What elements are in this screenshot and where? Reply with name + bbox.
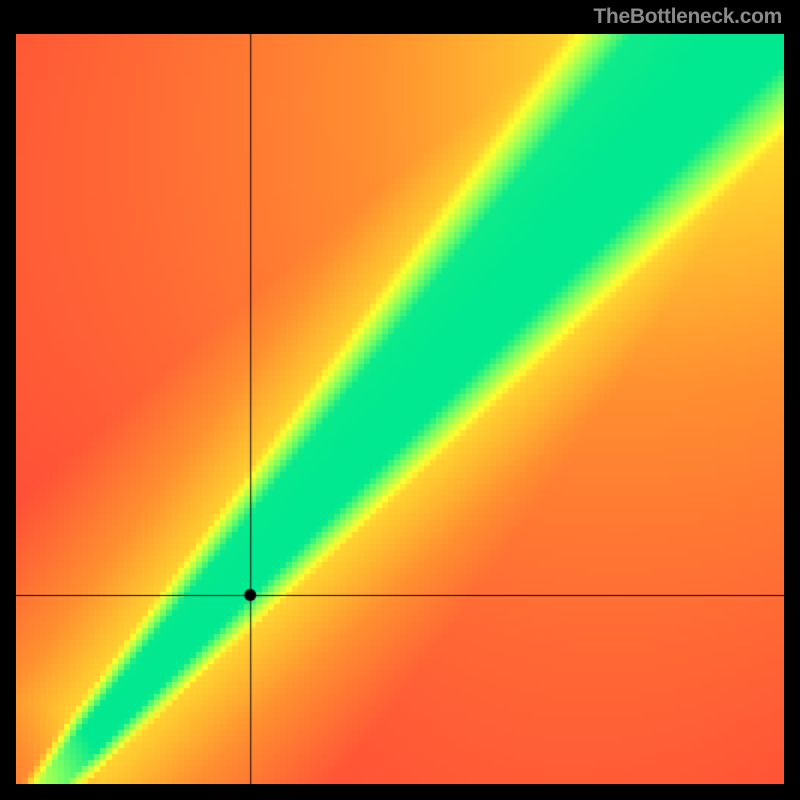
chart-container: TheBottleneck.com	[0, 0, 800, 800]
attribution-label: TheBottleneck.com	[593, 5, 782, 29]
bottleneck-heatmap	[16, 34, 784, 784]
